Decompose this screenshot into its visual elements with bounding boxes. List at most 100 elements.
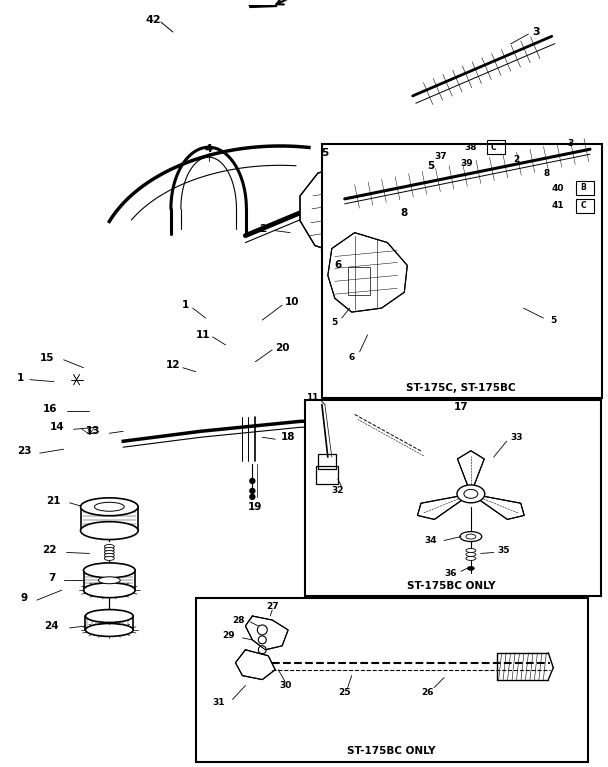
Text: 16: 16 — [43, 404, 57, 414]
Ellipse shape — [98, 577, 120, 584]
Ellipse shape — [460, 532, 482, 542]
Text: 30: 30 — [279, 681, 291, 690]
Text: 3: 3 — [567, 139, 573, 148]
Text: 1: 1 — [182, 300, 190, 310]
Text: B: B — [580, 183, 586, 193]
Text: 5: 5 — [332, 318, 338, 327]
Circle shape — [258, 646, 266, 653]
Text: 8: 8 — [401, 208, 408, 218]
Ellipse shape — [466, 552, 476, 556]
Text: 5: 5 — [321, 148, 328, 158]
Text: 25: 25 — [339, 688, 351, 697]
Text: 2: 2 — [258, 224, 266, 234]
Text: 13: 13 — [86, 426, 101, 436]
Ellipse shape — [105, 551, 114, 555]
Polygon shape — [328, 232, 407, 312]
Text: 15: 15 — [40, 353, 54, 363]
Text: 8: 8 — [543, 169, 550, 177]
Text: 2: 2 — [513, 155, 520, 163]
Text: 5: 5 — [427, 161, 435, 171]
Text: C: C — [491, 143, 497, 152]
Ellipse shape — [86, 610, 133, 623]
Bar — [576, 181, 594, 195]
Text: 29: 29 — [222, 631, 235, 640]
Bar — [487, 140, 505, 154]
Text: C: C — [580, 201, 586, 210]
Text: 22: 22 — [43, 545, 57, 555]
Text: 32: 32 — [331, 486, 344, 495]
Ellipse shape — [466, 534, 476, 539]
Text: 1: 1 — [16, 373, 24, 383]
Text: 3: 3 — [533, 27, 541, 37]
Bar — [316, 466, 338, 484]
Text: 11: 11 — [195, 330, 210, 340]
Text: 41: 41 — [552, 201, 565, 210]
Polygon shape — [246, 616, 288, 650]
Text: 9: 9 — [20, 593, 27, 603]
Text: 42: 42 — [145, 15, 161, 25]
Circle shape — [258, 636, 266, 644]
Polygon shape — [300, 166, 392, 255]
Ellipse shape — [83, 583, 135, 597]
Polygon shape — [235, 650, 275, 680]
Text: 21: 21 — [46, 495, 61, 505]
Text: 10: 10 — [285, 297, 299, 307]
Polygon shape — [359, 181, 417, 252]
Ellipse shape — [94, 502, 124, 512]
Text: 33: 33 — [510, 433, 523, 442]
Text: 23: 23 — [16, 446, 31, 456]
Text: 28: 28 — [232, 615, 244, 624]
Text: ST-175BC ONLY: ST-175BC ONLY — [347, 746, 436, 756]
Text: 14: 14 — [49, 423, 64, 433]
Text: 37: 37 — [435, 152, 447, 160]
Bar — [576, 199, 594, 212]
Text: 36: 36 — [444, 569, 457, 578]
Ellipse shape — [464, 489, 478, 499]
Text: 18: 18 — [281, 433, 295, 443]
Text: 20: 20 — [275, 343, 289, 353]
Text: 12: 12 — [165, 360, 180, 370]
Text: 7: 7 — [48, 573, 55, 583]
Polygon shape — [418, 494, 471, 519]
Text: 4: 4 — [205, 144, 213, 154]
Text: 5: 5 — [550, 315, 556, 324]
Ellipse shape — [457, 485, 485, 503]
Polygon shape — [471, 494, 524, 519]
Text: 6: 6 — [334, 261, 342, 271]
Circle shape — [250, 479, 255, 483]
Bar — [322, 144, 602, 397]
Circle shape — [257, 625, 268, 635]
Text: ST-175C, ST-175BC: ST-175C, ST-175BC — [406, 383, 516, 393]
Text: 40: 40 — [552, 184, 564, 193]
Bar — [305, 400, 601, 596]
Ellipse shape — [105, 548, 114, 551]
Ellipse shape — [105, 556, 114, 561]
Ellipse shape — [466, 556, 476, 561]
Text: 35: 35 — [497, 546, 510, 555]
Text: 39: 39 — [461, 159, 473, 168]
Text: 26: 26 — [421, 688, 434, 697]
Circle shape — [250, 495, 255, 499]
Text: 38: 38 — [465, 143, 477, 152]
Ellipse shape — [466, 548, 476, 552]
Text: 19: 19 — [248, 502, 263, 512]
Text: 31: 31 — [212, 698, 225, 707]
Bar — [348, 268, 370, 295]
Text: 11: 11 — [306, 393, 318, 402]
Text: 6: 6 — [348, 354, 355, 362]
Text: ST-175BC ONLY: ST-175BC ONLY — [407, 581, 496, 591]
Polygon shape — [134, 0, 277, 8]
Ellipse shape — [105, 545, 114, 548]
Text: 34: 34 — [425, 536, 437, 545]
Ellipse shape — [80, 498, 138, 515]
Text: 27: 27 — [266, 601, 278, 611]
Ellipse shape — [468, 566, 474, 571]
Ellipse shape — [86, 624, 133, 637]
Ellipse shape — [83, 563, 135, 578]
Ellipse shape — [105, 554, 114, 558]
Bar — [318, 454, 336, 469]
Ellipse shape — [80, 522, 138, 539]
Polygon shape — [457, 451, 484, 494]
Text: 17: 17 — [454, 403, 468, 413]
Bar — [196, 598, 588, 762]
